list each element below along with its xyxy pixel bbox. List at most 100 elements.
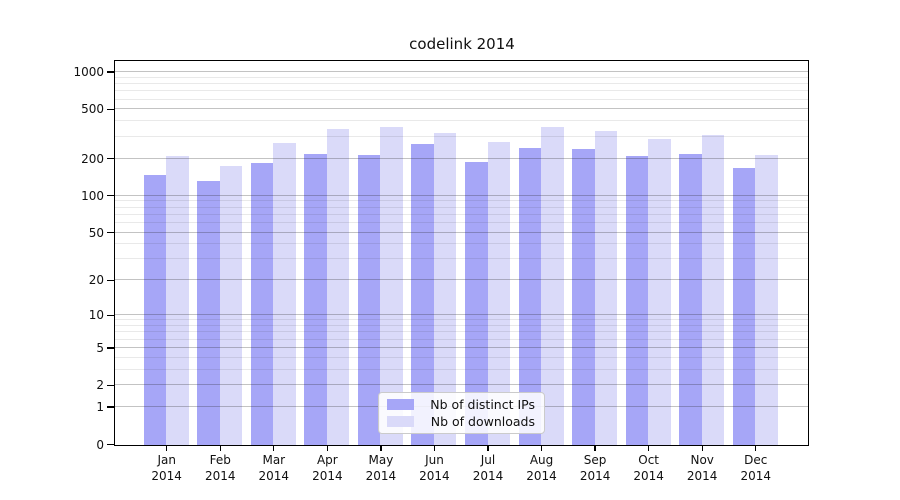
y-tick-label: 1000 [73,65,104,80]
legend-swatch [387,416,414,427]
x-tick-mark [380,446,382,451]
legend-swatch [387,399,414,410]
x-tick-month: Oct [638,453,660,467]
x-tick-label: Apr 2014 [295,452,359,484]
y-tick-label: 0 [96,437,104,452]
x-tick-mark [326,446,329,451]
x-tick-label: Jul 2014 [456,452,520,484]
bar-distinct-ips [572,148,595,445]
x-tick-mark [487,446,489,451]
y-tick-mark [107,71,114,73]
y-tick-label: 50 [88,225,104,240]
x-tick-mark [755,446,757,451]
x-tick-month: Jan [157,453,176,467]
y-tick-label: 5 [96,340,104,355]
bar-downloads [380,126,403,445]
x-tick-mark [166,446,168,451]
legend-item: Nb of distinct IPs [387,397,535,412]
chart-title: codelink 2014 [409,35,515,53]
x-tick-label: Sep 2014 [563,452,627,484]
y-tick-mark [107,314,114,316]
bar-downloads [541,126,564,445]
y-tick-mark [107,406,114,408]
x-tick-label: Jun 2014 [402,452,466,484]
x-tick-year: 2014 [258,469,290,483]
x-tick-year: 2014 [204,469,236,483]
x-tick-mark [594,446,596,451]
x-tick-mark [540,446,543,451]
bar-distinct-ips [411,144,434,445]
y-tick-mark [107,108,114,111]
x-tick-label: Aug 2014 [510,452,574,484]
bars-layer [115,61,808,445]
x-tick-month: Feb [209,453,231,467]
bar-distinct-ips [250,163,274,445]
legend-label: Nb of downloads [430,414,535,429]
x-tick-label: Nov 2014 [670,452,734,484]
plot-area [114,60,809,446]
y-tick-mark [107,231,114,234]
x-tick-year: 2014 [419,469,450,483]
x-tick-year: 2014 [686,469,718,483]
x-tick-label: Jan 2014 [135,452,199,484]
x-tick-mark [647,446,650,451]
y-tick-mark [107,347,114,349]
x-tick-year: 2014 [633,469,664,483]
x-tick-month: Aug [529,453,554,467]
y-tick-label: 1 [96,400,104,415]
bar-downloads [755,155,778,445]
x-tick-label: Dec 2014 [724,452,788,484]
legend: Nb of distinct IPs Nb of downloads [378,392,545,434]
bar-downloads [701,134,725,445]
x-tick-mark [273,446,275,451]
x-tick-month: Apr [316,453,338,467]
y-tick-label: 200 [81,151,104,166]
x-tick-year: 2014 [526,469,557,483]
bar-distinct-ips [625,156,649,445]
x-tick-month: Jul [480,453,496,467]
bar-distinct-ips [679,153,702,445]
bar-downloads [326,129,350,445]
y-tick-label: 500 [81,102,104,117]
x-tick-label: Oct 2014 [617,452,681,484]
x-tick-mark [433,446,436,451]
legend-label: Nb of distinct IPs [430,397,535,412]
x-tick-mark [701,446,703,451]
legend-item: Nb of downloads [387,414,535,429]
bar-distinct-ips [732,167,756,445]
bar-distinct-ips [357,155,381,445]
bar-downloads [273,143,296,445]
x-tick-year: 2014 [365,469,397,483]
bar-distinct-ips [304,153,327,445]
y-tick-mark [107,157,114,160]
x-tick-month: Jun [425,453,444,467]
bar-downloads [594,130,618,445]
bar-downloads [433,132,457,445]
bar-distinct-ips [518,148,542,445]
y-tick-label: 2 [96,378,104,393]
x-tick-year: 2014 [472,469,504,483]
bar-distinct-ips [143,174,167,445]
x-tick-year: 2014 [151,469,182,483]
x-tick-label: Mar 2014 [242,452,306,484]
x-tick-month: Mar [262,453,286,467]
x-tick-mark [219,446,221,451]
y-tick-mark [107,384,114,386]
x-tick-month: Nov [690,453,714,467]
x-tick-year: 2014 [312,469,343,483]
bar-distinct-ips [197,180,220,445]
y-tick-label: 10 [88,308,104,323]
x-tick-month: May [368,453,394,467]
bar-downloads [219,165,243,445]
y-tick-mark [107,279,114,282]
x-tick-label: Feb 2014 [188,452,252,484]
y-tick-mark [107,195,114,197]
x-tick-month: Dec [744,453,768,467]
bar-downloads [648,139,671,445]
y-tick-label: 100 [81,188,104,203]
x-tick-month: Sep [583,453,607,467]
y-tick-mark [107,443,114,446]
x-tick-year: 2014 [579,469,611,483]
bar-downloads [166,156,189,445]
